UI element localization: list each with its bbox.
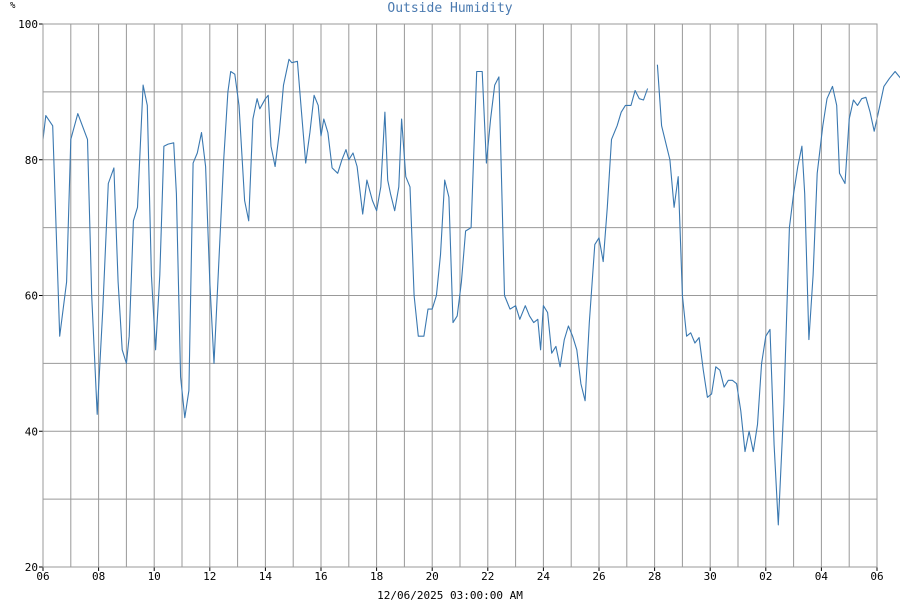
y-tick-label: 100 [18, 18, 38, 31]
x-tick-label: 22 [481, 570, 494, 583]
x-tick-label: 06 [36, 570, 49, 583]
x-tick-label: 28 [648, 570, 661, 583]
y-tick-label: 20 [25, 561, 38, 574]
x-tick-label: 08 [92, 570, 105, 583]
chart-title: Outside Humidity [387, 1, 512, 16]
y-tick-label: 40 [25, 425, 38, 438]
grid [43, 24, 877, 567]
x-tick-label: 04 [815, 570, 829, 583]
x-tick-label: 12 [203, 570, 216, 583]
y-tick-label: 60 [25, 290, 38, 303]
humidity-series-line [42, 58, 649, 419]
y-tick-label: 80 [25, 154, 38, 167]
y-axis-unit-label: % [10, 1, 16, 11]
x-tick-label: 30 [704, 570, 717, 583]
x-tick-label: 16 [314, 570, 327, 583]
x-tick-label: 14 [259, 570, 273, 583]
x-tick-label: 02 [759, 570, 772, 583]
x-tick-label: 24 [537, 570, 551, 583]
x-tick-label: 20 [426, 570, 439, 583]
x-tick-label: 18 [370, 570, 383, 583]
x-tick-label: 26 [592, 570, 605, 583]
humidity-series-line [656, 64, 900, 526]
x-axis-label: 12/06/2025 03:00:00 AM [377, 589, 523, 600]
plot-frame [42, 23, 878, 568]
x-tick-label: 06 [870, 570, 883, 583]
series-group [42, 58, 900, 526]
x-tick-label: 10 [148, 570, 161, 583]
axis-ticks: 20 40 60 80 100 06 08 10 12 14 16 18 20 22 24 26 28 30 02 0… [18, 18, 884, 583]
